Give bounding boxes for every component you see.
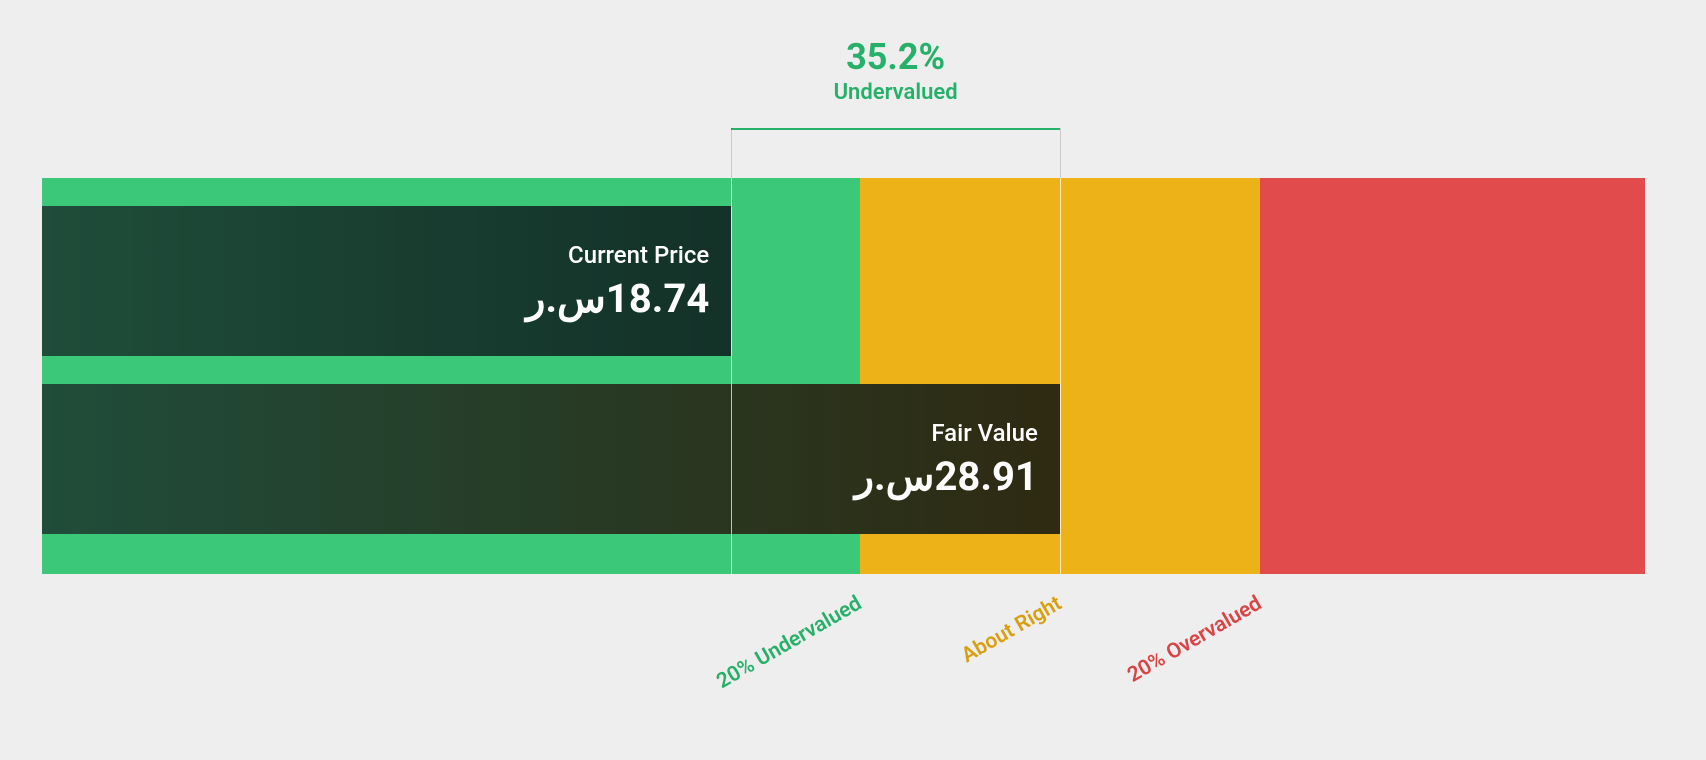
axis-label-overvalued: 20% Overvalued: [1124, 592, 1266, 688]
divider-fair: [1060, 178, 1061, 574]
valuation-header: 35.2% Undervalued: [766, 36, 1026, 105]
fair-value-label: Fair Value: [931, 419, 1038, 447]
current-price-bar: Current Price ر.س18.74: [42, 206, 731, 356]
axis-label-undervalued: 20% Undervalued: [712, 592, 865, 694]
header-connector: [1060, 128, 1061, 178]
current-price-label: Current Price: [568, 241, 709, 269]
valuation-underline: [731, 128, 1060, 130]
divider-current: [731, 178, 732, 574]
fair-value-value: ر.س28.91: [855, 453, 1038, 500]
header-connector: [731, 128, 732, 178]
valuation-percent: 35.2%: [766, 36, 1026, 78]
valuation-status: Undervalued: [766, 80, 1026, 105]
zone-overvalued: [1260, 178, 1645, 574]
current-price-value: ر.س18.74: [526, 275, 709, 322]
axis-label-about-right: About Right: [958, 592, 1066, 668]
valuation-chart: Current Price ر.س18.74 Fair Value ر.س28.…: [42, 178, 1645, 574]
fair-value-bar: Fair Value ر.س28.91: [42, 384, 1060, 534]
